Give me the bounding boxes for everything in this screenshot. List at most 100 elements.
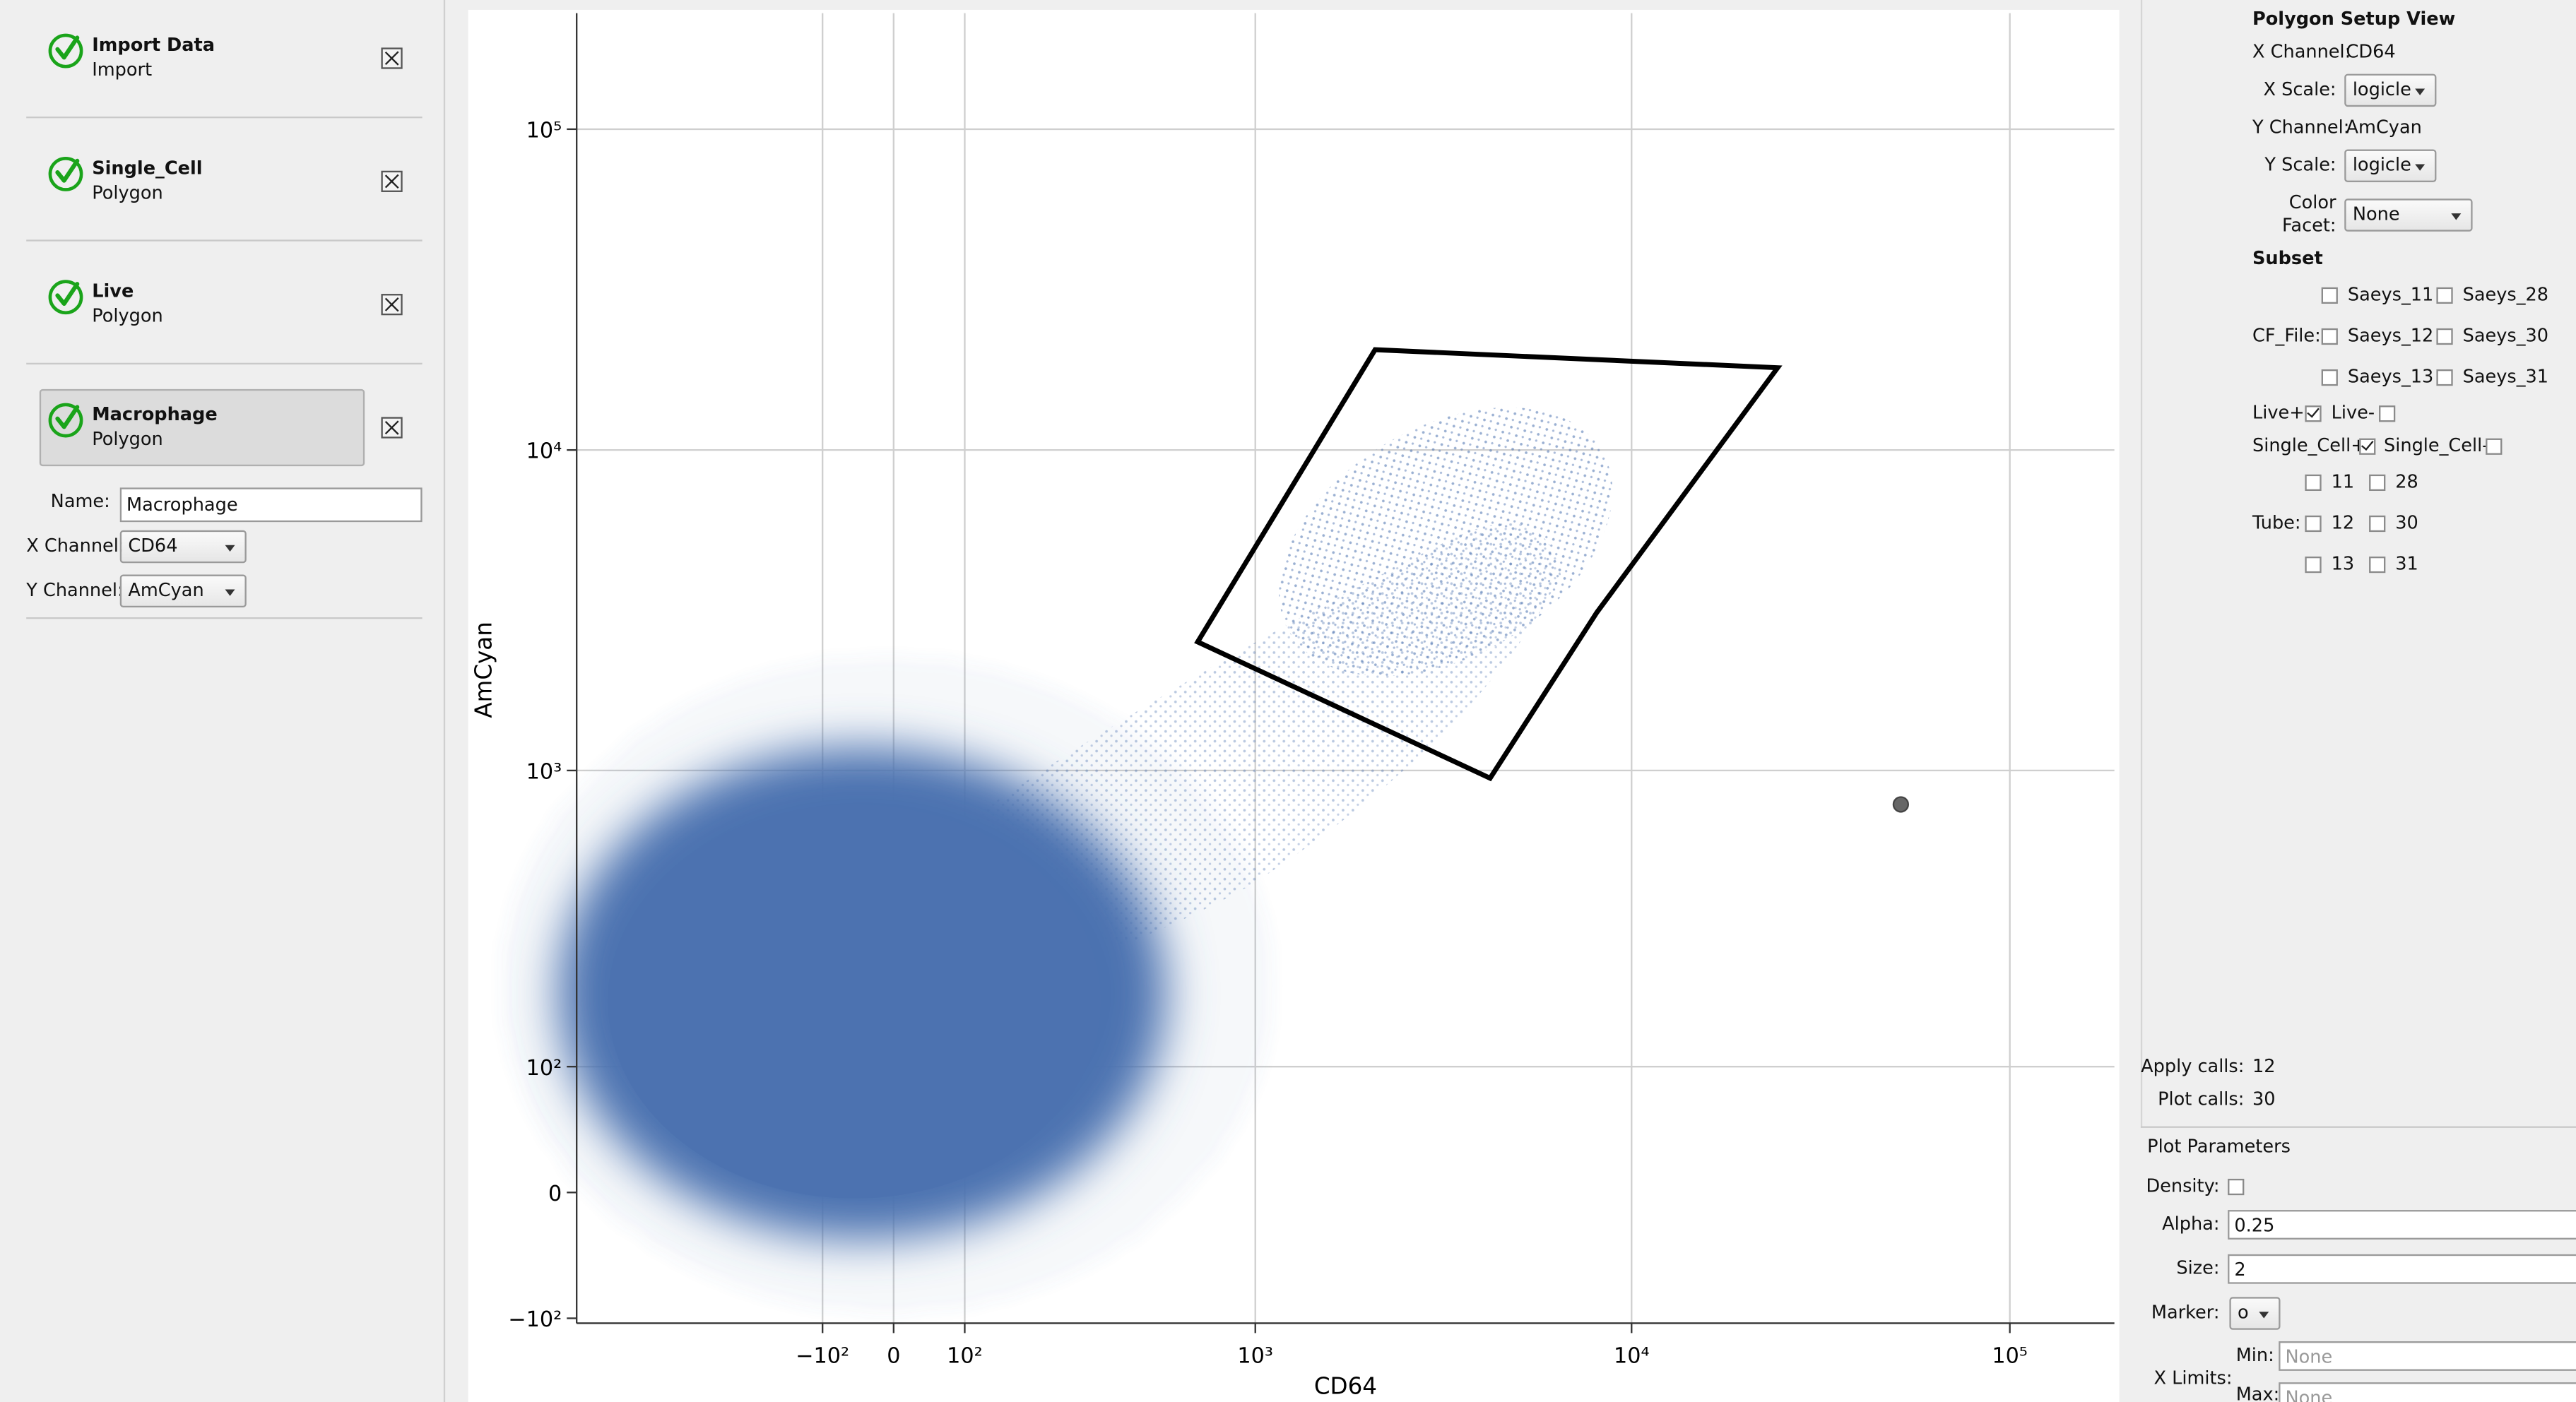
x-tick-label: 10⁴ [1614,1343,1650,1368]
x-channel-select[interactable]: CD64 [119,530,247,564]
step-subtitle: Polygon [92,305,163,327]
checkbox-label: Live- [2331,402,2375,424]
checkbox[interactable] [2321,287,2338,304]
checkbox[interactable] [2379,405,2396,422]
checkbox[interactable] [2321,369,2338,386]
remove-button[interactable] [381,294,403,316]
color-facet-label: Color Facet: [2282,191,2336,237]
step-title: Macrophage [92,403,218,426]
gate-handle[interactable] [1892,796,1909,813]
size-input[interactable]: 2 [2228,1254,2576,1284]
workflow-panel [0,0,446,1402]
x-scale-select[interactable]: logicle [2344,73,2437,107]
checkbox-label: Saeys_31 [2462,366,2549,388]
x-scale-label: X Scale: [2263,78,2336,100]
checkbox-label: Saeys_12 [2347,325,2434,347]
y-channel-value: AmCyan [2346,117,2422,138]
selected-step[interactable] [39,388,365,467]
y-tick-label: 10⁵ [526,119,562,143]
marker-select[interactable]: o [2229,1297,2281,1330]
apply-calls-value: 12 [2252,1055,2276,1077]
checkbox-label: 11 [2331,471,2355,493]
checkbox-label: 12 [2331,512,2355,534]
x-tick-label: 10² [947,1343,983,1368]
name-label: Name: [50,490,110,513]
checkbox-label: Single_Cell+ [2252,434,2366,457]
marker-label: Marker: [2151,1302,2220,1324]
cf-file-label: CF_File: [2252,325,2321,347]
dense-events [608,804,1101,1199]
step-title: Live [92,280,134,302]
separator [26,362,423,365]
gate-polygon[interactable] [1194,347,1783,782]
y-tick-label: 10⁴ [526,439,562,464]
x-channel-value: CD64 [2346,41,2396,63]
checkbox[interactable] [2305,405,2322,422]
x-channel-label: X Channel: [26,535,125,557]
setup-title: Polygon Setup View [2252,8,2456,30]
x-tick-label: 0 [887,1343,900,1368]
checkbox-label: Saeys_28 [2462,284,2549,306]
separator [26,239,423,242]
y-tick-label: −10² [508,1307,562,1332]
gated-events [1279,407,1613,677]
checkbox[interactable] [2321,328,2338,345]
max-label: Max: [2235,1384,2280,1402]
density-label: Density: [2146,1175,2220,1197]
checkbox-label: Single_Cell- [2384,434,2489,457]
status-icon [48,280,83,315]
checkbox[interactable] [2305,556,2322,574]
apply-calls-label: Apply calls: [2141,1055,2245,1077]
y-channel-label: Y Channel: [26,579,124,601]
plot-parameters-title: Plot Parameters [2147,1136,2291,1158]
plot-calls-value: 30 [2252,1088,2276,1110]
step-title: Import Data [92,34,215,57]
remove-button[interactable] [381,170,403,192]
setup-panel [2140,0,2576,1127]
color-facet-select[interactable]: None [2344,198,2473,232]
checkbox[interactable] [2359,438,2376,455]
checkbox-label: Saeys_30 [2462,325,2549,347]
checkbox-label: 28 [2395,471,2418,493]
step-subtitle: Polygon [92,428,163,450]
ticks: −10² 0 10² 10³ 10⁴ 10⁵ −10² 0 10² 10³ 10⁴ 10⁵ [508,119,2028,1369]
checkbox[interactable] [2369,556,2386,574]
tube-label: Tube: [2252,512,2301,534]
x-tick-label: −10² [796,1343,849,1368]
y-axis-label: AmCyan [470,622,497,718]
plot-calls-label: Plot calls: [2158,1088,2245,1110]
min-input[interactable]: None [2279,1341,2576,1371]
x-limits-label: X Limits: [2153,1367,2233,1389]
y-tick-label: 10² [526,1056,562,1081]
status-icon [48,403,83,438]
min-label: Min: [2235,1344,2274,1366]
checkbox[interactable] [2305,474,2322,491]
alpha-input[interactable]: 0.25 [2228,1210,2576,1240]
checkbox[interactable] [2486,438,2503,455]
checkbox[interactable] [2436,328,2453,345]
size-label: Size: [2176,1257,2220,1279]
max-input[interactable]: None [2279,1382,2576,1402]
checkbox[interactable] [2436,287,2453,304]
y-scale-select[interactable]: logicle [2344,149,2437,183]
checkbox-label: Saeys_11 [2347,284,2434,306]
checkbox[interactable] [2436,369,2453,386]
x-tick-label: 10⁵ [1992,1343,2028,1368]
checkbox-label: 31 [2395,553,2418,575]
event-cloud [501,407,1613,1314]
step-subtitle: Polygon [92,182,163,204]
y-channel-select[interactable]: AmCyan [119,574,247,608]
status-icon [48,33,83,69]
remove-button[interactable] [381,417,403,439]
remove-button[interactable] [381,47,403,69]
density-checkbox[interactable] [2228,1178,2245,1196]
name-input[interactable]: Macrophage [119,487,423,523]
checkbox[interactable] [2305,515,2322,533]
y-scale-label: Y Scale: [2264,154,2336,176]
checkbox[interactable] [2369,474,2386,491]
subset-title: Subset [2252,247,2323,270]
checkbox[interactable] [2369,515,2386,533]
